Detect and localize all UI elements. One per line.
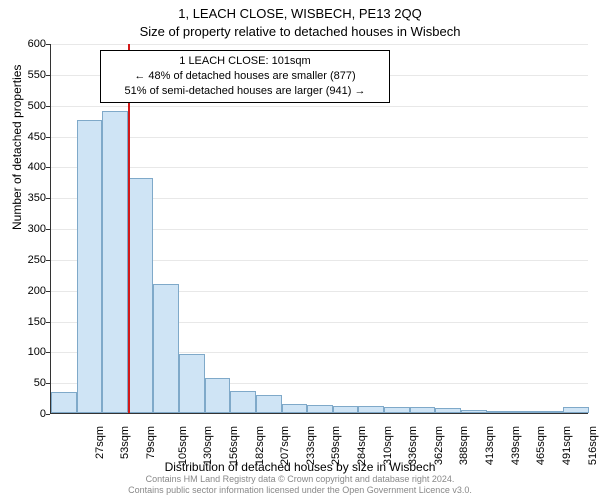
y-tick-label: 550 <box>6 69 46 81</box>
histogram-bar <box>282 404 308 413</box>
y-tick-label: 300 <box>6 223 46 235</box>
histogram-bar <box>435 408 461 413</box>
y-tick-label: 0 <box>6 408 46 420</box>
histogram-bar <box>384 407 410 413</box>
histogram-bar <box>230 391 256 413</box>
histogram-bar <box>256 395 282 414</box>
y-tick-label: 50 <box>6 377 46 389</box>
y-tick-mark <box>46 291 50 292</box>
y-tick-mark <box>46 167 50 168</box>
histogram-bar <box>307 405 333 413</box>
y-tick-mark <box>46 322 50 323</box>
y-tick-mark <box>46 229 50 230</box>
x-tick-label: 53sqm <box>119 426 131 459</box>
histogram-bar <box>51 392 77 413</box>
histogram-bar <box>410 407 436 413</box>
histogram-bar <box>512 411 538 413</box>
y-tick-label: 250 <box>6 254 46 266</box>
y-axis-label: Number of detached properties <box>10 65 24 230</box>
x-axis-label: Distribution of detached houses by size … <box>0 460 600 474</box>
histogram-bar <box>205 378 231 413</box>
y-tick-mark <box>46 137 50 138</box>
histogram-bar <box>563 407 589 413</box>
histogram-bar <box>153 284 179 414</box>
histogram-bar <box>128 178 154 413</box>
y-tick-label: 450 <box>6 131 46 143</box>
y-tick-label: 100 <box>6 346 46 358</box>
gridline <box>51 137 588 138</box>
y-tick-mark <box>46 106 50 107</box>
gridline <box>51 106 588 107</box>
chart-subtitle: Size of property relative to detached ho… <box>0 24 600 39</box>
attribution-text: Contains HM Land Registry data © Crown c… <box>0 474 600 496</box>
y-tick-label: 400 <box>6 161 46 173</box>
histogram-bar <box>487 411 513 413</box>
x-tick-label: 79sqm <box>145 426 157 459</box>
annotation-line2: ← 48% of detached houses are smaller (87… <box>107 69 383 84</box>
y-tick-label: 200 <box>6 285 46 297</box>
histogram-bar <box>102 111 128 413</box>
attribution-line1: Contains HM Land Registry data © Crown c… <box>146 474 455 484</box>
y-tick-label: 500 <box>6 100 46 112</box>
y-tick-mark <box>46 414 50 415</box>
histogram-bar <box>538 411 564 413</box>
y-tick-mark <box>46 44 50 45</box>
histogram-bar <box>358 406 384 413</box>
gridline <box>51 44 588 45</box>
gridline <box>51 167 588 168</box>
attribution-line2: Contains public sector information licen… <box>128 485 472 495</box>
y-tick-mark <box>46 198 50 199</box>
histogram-bar <box>179 354 205 413</box>
y-tick-mark <box>46 260 50 261</box>
y-tick-label: 150 <box>6 316 46 328</box>
y-tick-label: 600 <box>6 38 46 50</box>
page-title-line1: 1, LEACH CLOSE, WISBECH, PE13 2QQ <box>0 6 600 21</box>
histogram-bar <box>461 410 487 413</box>
marker-annotation-box: 1 LEACH CLOSE: 101sqm ← 48% of detached … <box>100 50 390 103</box>
histogram-bar <box>77 120 103 413</box>
y-tick-mark <box>46 75 50 76</box>
y-tick-mark <box>46 352 50 353</box>
annotation-line3: 51% of semi-detached houses are larger (… <box>107 84 383 99</box>
x-tick-label: 27sqm <box>94 426 106 459</box>
annotation-line1: 1 LEACH CLOSE: 101sqm <box>107 54 383 69</box>
histogram-bar <box>333 406 359 413</box>
y-tick-label: 350 <box>6 192 46 204</box>
y-tick-mark <box>46 383 50 384</box>
